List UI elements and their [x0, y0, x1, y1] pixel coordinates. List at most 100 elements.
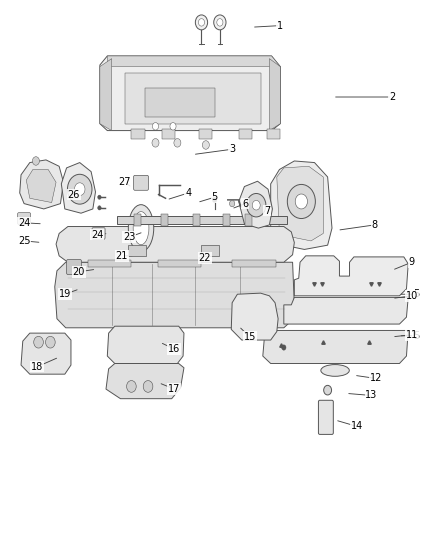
Bar: [134, 214, 141, 226]
Polygon shape: [271, 161, 332, 249]
Polygon shape: [106, 364, 184, 399]
Text: 11: 11: [406, 330, 418, 340]
Text: 26: 26: [67, 190, 80, 199]
Circle shape: [295, 194, 307, 209]
Text: 14: 14: [351, 422, 363, 431]
Ellipse shape: [128, 205, 154, 252]
Text: 23: 23: [123, 232, 135, 242]
Text: 5: 5: [413, 331, 419, 341]
FancyBboxPatch shape: [67, 260, 81, 274]
Bar: [193, 214, 200, 226]
Bar: [162, 129, 175, 139]
Bar: [125, 73, 261, 124]
Ellipse shape: [133, 212, 149, 245]
Text: 7: 7: [264, 206, 270, 215]
Circle shape: [98, 206, 101, 210]
Ellipse shape: [321, 365, 350, 376]
Polygon shape: [107, 326, 184, 364]
Polygon shape: [100, 56, 280, 131]
Text: 4: 4: [185, 188, 191, 198]
Circle shape: [143, 381, 153, 392]
FancyBboxPatch shape: [318, 400, 333, 434]
Text: 15: 15: [244, 332, 256, 342]
Bar: [267, 129, 280, 139]
Text: 10: 10: [406, 291, 418, 301]
Text: 17: 17: [168, 384, 180, 394]
Circle shape: [152, 123, 159, 130]
Text: 22: 22: [199, 253, 211, 263]
Polygon shape: [21, 333, 71, 374]
Polygon shape: [294, 256, 408, 296]
Text: 8: 8: [371, 220, 378, 230]
Polygon shape: [277, 166, 323, 241]
Circle shape: [32, 157, 39, 165]
Circle shape: [152, 139, 159, 147]
Text: 2: 2: [389, 92, 395, 102]
Text: 13: 13: [365, 391, 378, 400]
Text: 21: 21: [116, 251, 128, 261]
Bar: [158, 260, 201, 266]
Circle shape: [67, 174, 92, 204]
Circle shape: [202, 141, 209, 149]
Bar: [223, 214, 230, 226]
Circle shape: [252, 200, 260, 210]
Circle shape: [46, 336, 55, 348]
Circle shape: [247, 193, 266, 217]
Polygon shape: [100, 59, 112, 131]
Circle shape: [195, 15, 208, 30]
Bar: [145, 88, 215, 117]
Bar: [88, 260, 131, 266]
Text: 5: 5: [413, 289, 419, 299]
Polygon shape: [269, 59, 280, 131]
Bar: [161, 214, 168, 226]
Polygon shape: [284, 297, 408, 324]
Bar: [239, 129, 252, 139]
Text: 24: 24: [18, 218, 30, 228]
Bar: [131, 129, 145, 139]
Polygon shape: [56, 227, 294, 262]
Circle shape: [282, 345, 286, 350]
Bar: [199, 129, 212, 139]
Polygon shape: [231, 293, 278, 340]
Circle shape: [34, 336, 43, 348]
Circle shape: [198, 19, 205, 26]
Circle shape: [217, 19, 223, 26]
Polygon shape: [26, 169, 56, 203]
Circle shape: [230, 200, 235, 207]
Circle shape: [287, 184, 315, 219]
FancyBboxPatch shape: [134, 175, 148, 190]
FancyBboxPatch shape: [18, 213, 31, 224]
Bar: [117, 216, 287, 224]
Polygon shape: [55, 262, 294, 328]
Text: 20: 20: [73, 267, 85, 277]
Bar: [245, 214, 252, 226]
Polygon shape: [107, 56, 280, 67]
Bar: [232, 260, 276, 266]
Circle shape: [324, 385, 332, 395]
Polygon shape: [239, 181, 272, 228]
Circle shape: [74, 183, 85, 196]
Text: 3: 3: [229, 144, 235, 154]
Circle shape: [98, 195, 101, 199]
Circle shape: [127, 381, 136, 392]
Circle shape: [214, 15, 226, 30]
Circle shape: [170, 123, 176, 130]
Text: 19: 19: [59, 289, 71, 299]
Circle shape: [174, 139, 181, 147]
Text: 1: 1: [277, 21, 283, 30]
Text: 6: 6: [242, 199, 248, 208]
Text: 18: 18: [31, 362, 43, 372]
Polygon shape: [20, 160, 64, 209]
Text: 16: 16: [168, 344, 180, 354]
FancyBboxPatch shape: [92, 228, 105, 239]
Text: 5: 5: [212, 192, 218, 202]
Polygon shape: [263, 330, 408, 364]
Text: 9: 9: [409, 257, 415, 267]
Bar: [201, 245, 219, 256]
Text: 25: 25: [18, 236, 30, 246]
Polygon shape: [61, 163, 95, 213]
Text: 24: 24: [91, 230, 103, 239]
Text: 27: 27: [119, 177, 131, 187]
Circle shape: [212, 197, 217, 203]
Bar: [128, 245, 146, 256]
